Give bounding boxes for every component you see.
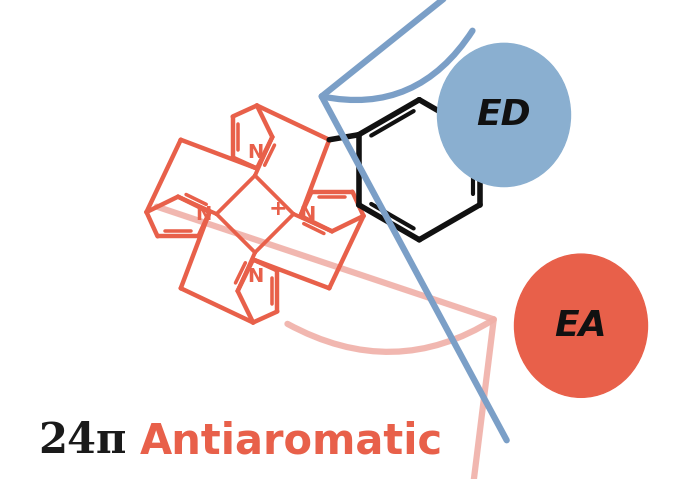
- Text: ED: ED: [477, 98, 531, 132]
- Text: N: N: [195, 205, 211, 224]
- Text: EA: EA: [554, 309, 608, 342]
- FancyArrowPatch shape: [157, 206, 494, 479]
- Text: N: N: [247, 142, 263, 161]
- Text: 24π: 24π: [38, 420, 127, 462]
- Text: Antiaromatic: Antiaromatic: [140, 420, 443, 462]
- Ellipse shape: [514, 254, 648, 398]
- Ellipse shape: [438, 44, 570, 187]
- Text: +: +: [268, 199, 287, 219]
- FancyArrowPatch shape: [322, 0, 626, 440]
- Text: N: N: [299, 205, 315, 224]
- Text: N: N: [247, 266, 263, 285]
